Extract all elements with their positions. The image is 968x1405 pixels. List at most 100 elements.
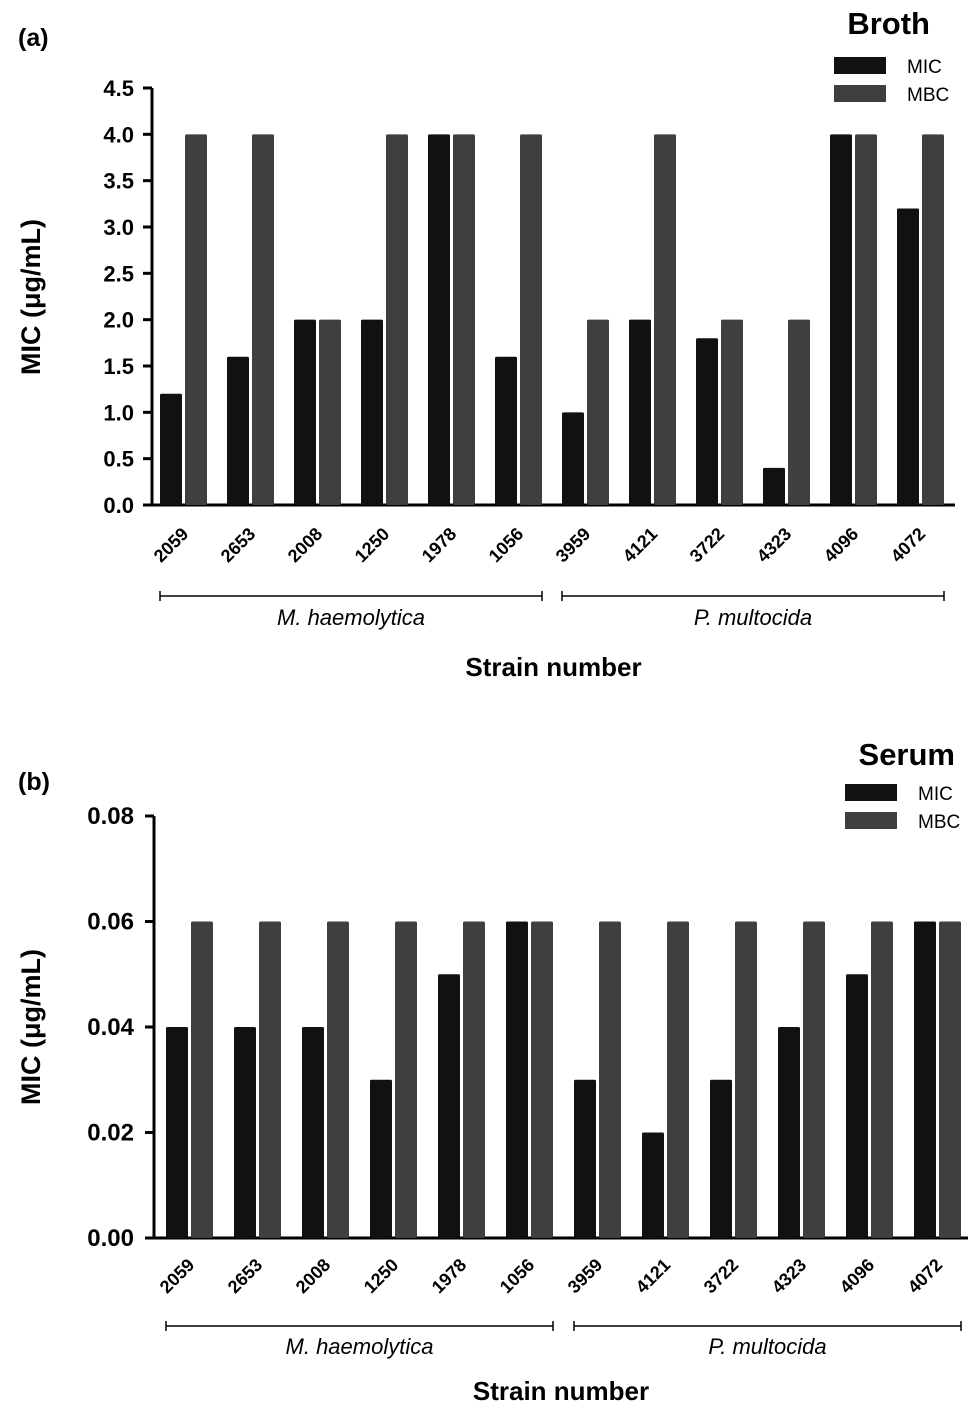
- bar-mbc-2653: [252, 134, 274, 506]
- y-tick-label: 1.5: [103, 354, 134, 379]
- bar-mbc-1056: [531, 921, 553, 1238]
- x-tick-label: 3959: [564, 1255, 606, 1297]
- bar-mic-2059: [166, 1027, 188, 1238]
- bar-mic-3722: [696, 338, 718, 505]
- legend-swatch-mbc: [834, 85, 886, 102]
- x-tick-label: 4072: [904, 1255, 946, 1297]
- x-tick-label: 3722: [686, 524, 728, 566]
- bar-mic-1978: [438, 974, 460, 1238]
- bar-mbc-4096: [855, 134, 877, 506]
- bar-mic-4072: [897, 208, 919, 505]
- group-label: M. haemolytica: [277, 605, 425, 630]
- y-tick-label: 1.0: [103, 400, 134, 425]
- x-tick-label: 4096: [820, 524, 862, 566]
- bar-mbc-4323: [803, 921, 825, 1238]
- bar-mbc-2653: [259, 921, 281, 1238]
- bar-mbc-1250: [386, 134, 408, 506]
- group-bracket: [573, 1321, 962, 1331]
- x-tick-label: 4072: [887, 524, 929, 566]
- x-tick-label: 3959: [552, 524, 594, 566]
- y-tick-label: 3.0: [103, 215, 134, 240]
- bar-mic-4096: [830, 134, 852, 506]
- y-tick-label: 3.5: [103, 169, 134, 194]
- bar-mbc-2059: [191, 921, 213, 1238]
- legend-swatch-mbc: [845, 812, 897, 829]
- legend-swatch-mic: [834, 57, 886, 74]
- x-tick-label: 2059: [150, 524, 192, 566]
- chart-title: Serum: [859, 737, 955, 772]
- bar-mic-2653: [234, 1027, 256, 1238]
- panel-label: (a): [18, 24, 49, 52]
- bar-mbc-1978: [463, 921, 485, 1238]
- x-tick-label: 4121: [632, 1255, 674, 1297]
- bar-mic-1250: [370, 1079, 392, 1238]
- group-bracket: [165, 1321, 554, 1331]
- x-tick-label: 2059: [156, 1255, 198, 1297]
- x-axis-label: Strain number: [465, 652, 641, 682]
- bar-mbc-2008: [327, 921, 349, 1238]
- group-bracket: [561, 591, 945, 601]
- bar-mbc-1056: [520, 134, 542, 506]
- x-tick-label: 1978: [418, 524, 460, 566]
- bar-mbc-1250: [395, 921, 417, 1238]
- y-tick-label: 0.04: [87, 1014, 134, 1041]
- x-tick-label: 4323: [753, 524, 795, 566]
- x-tick-label: 2653: [217, 524, 259, 566]
- y-axis-label: MIC (μg/mL): [16, 949, 46, 1105]
- bar-mic-1056: [506, 921, 528, 1238]
- legend-label-mic: MIC: [918, 784, 953, 805]
- chart-title: Broth: [847, 6, 930, 41]
- bar-mic-2008: [302, 1027, 324, 1238]
- group-label: P. multocida: [694, 605, 812, 630]
- bar-mbc-4323: [788, 319, 810, 505]
- legend-label-mbc: MBC: [918, 812, 960, 833]
- bar-mic-4121: [629, 319, 651, 505]
- bar-mic-4323: [778, 1027, 800, 1238]
- group-label: M. haemolytica: [286, 1334, 434, 1359]
- x-tick-label: 1250: [351, 524, 393, 566]
- x-tick-label: 2653: [224, 1255, 266, 1297]
- bar-mic-3722: [710, 1079, 732, 1238]
- bar-mbc-4096: [871, 921, 893, 1238]
- x-axis-label: Strain number: [473, 1376, 649, 1405]
- x-tick-label: 4121: [619, 524, 661, 566]
- bar-mic-2059: [160, 393, 182, 505]
- x-tick-label: 1978: [428, 1255, 470, 1297]
- group-bracket: [159, 591, 543, 601]
- y-tick-label: 0.0: [103, 493, 134, 518]
- legend-swatch-mic: [845, 784, 897, 801]
- y-tick-label: 4.0: [103, 122, 134, 147]
- bar-mbc-2008: [319, 319, 341, 505]
- bar-mic-3959: [574, 1079, 596, 1238]
- bar-mic-1978: [428, 134, 450, 506]
- legend-label-mic: MIC: [907, 57, 942, 78]
- bar-mbc-4121: [667, 921, 689, 1238]
- bar-mic-1250: [361, 319, 383, 505]
- x-tick-label: 1250: [360, 1255, 402, 1297]
- x-tick-label: 1056: [496, 1255, 538, 1297]
- bar-mic-4323: [763, 467, 785, 505]
- x-tick-label: 4323: [768, 1255, 810, 1297]
- x-tick-label: 1056: [485, 524, 527, 566]
- x-tick-label: 2008: [292, 1255, 334, 1297]
- y-axis-label: MIC (μg/mL): [16, 219, 46, 375]
- y-tick-label: 0.02: [87, 1120, 134, 1147]
- bar-mic-3959: [562, 412, 584, 505]
- legend-label-mbc: MBC: [907, 85, 949, 106]
- bar-mbc-3959: [599, 921, 621, 1238]
- bar-mic-2653: [227, 356, 249, 505]
- x-tick-label: 4096: [836, 1255, 878, 1297]
- panel-label: (b): [18, 768, 50, 796]
- bar-mbc-3722: [735, 921, 757, 1238]
- bar-mbc-2059: [185, 134, 207, 506]
- y-tick-label: 0.5: [103, 447, 134, 472]
- bar-mic-4072: [914, 921, 936, 1238]
- y-tick-label: 0.06: [87, 909, 134, 936]
- y-tick-label: 4.5: [103, 76, 134, 101]
- panel-b-serum: (b) Serum MIC MBC 0.00 0.02 0.04 0.06 0.08 MIC (μ…: [16, 737, 968, 1405]
- bar-mbc-1978: [453, 134, 475, 506]
- bar-mbc-4072: [939, 921, 961, 1238]
- bar-mbc-3722: [721, 319, 743, 505]
- bar-mic-2008: [294, 319, 316, 505]
